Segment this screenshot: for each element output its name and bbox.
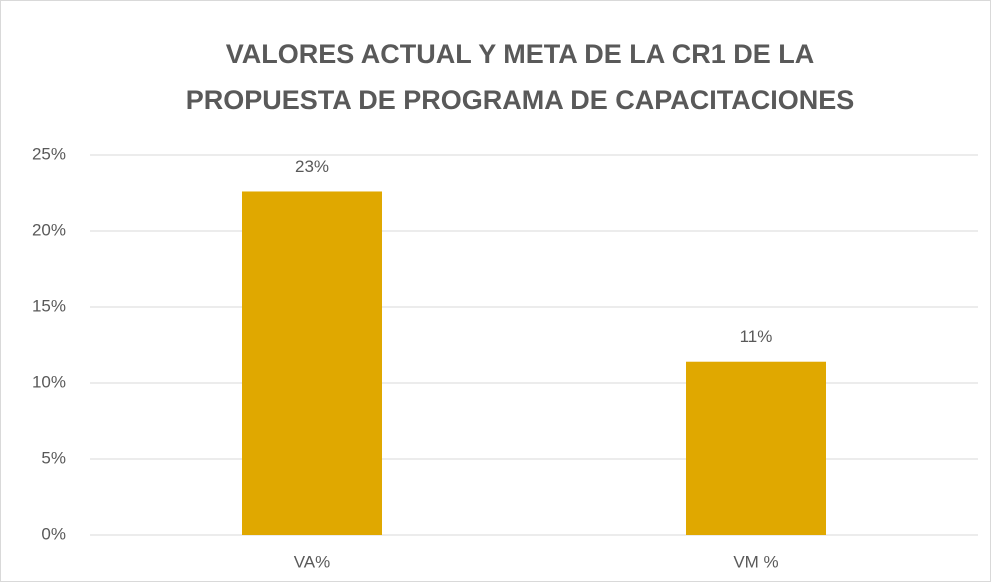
x-tick-label: VA% <box>294 552 331 571</box>
y-tick-label: 0% <box>41 524 66 543</box>
data-label: 23% <box>295 157 329 176</box>
chart-title: VALORES ACTUAL Y META DE LA CR1 DE LA <box>226 39 815 69</box>
chart-title: PROPUESTA DE PROGRAMA DE CAPACITACIONES <box>186 85 855 115</box>
y-tick-label: 10% <box>32 372 66 391</box>
x-tick-label: VM % <box>733 552 778 571</box>
bar <box>686 361 826 535</box>
y-tick-label: 5% <box>41 448 66 467</box>
y-tick-label: 25% <box>32 144 66 163</box>
bar <box>242 191 382 536</box>
data-label: 11% <box>740 327 773 346</box>
y-tick-label: 20% <box>32 220 66 239</box>
y-tick-label: 15% <box>32 296 66 315</box>
